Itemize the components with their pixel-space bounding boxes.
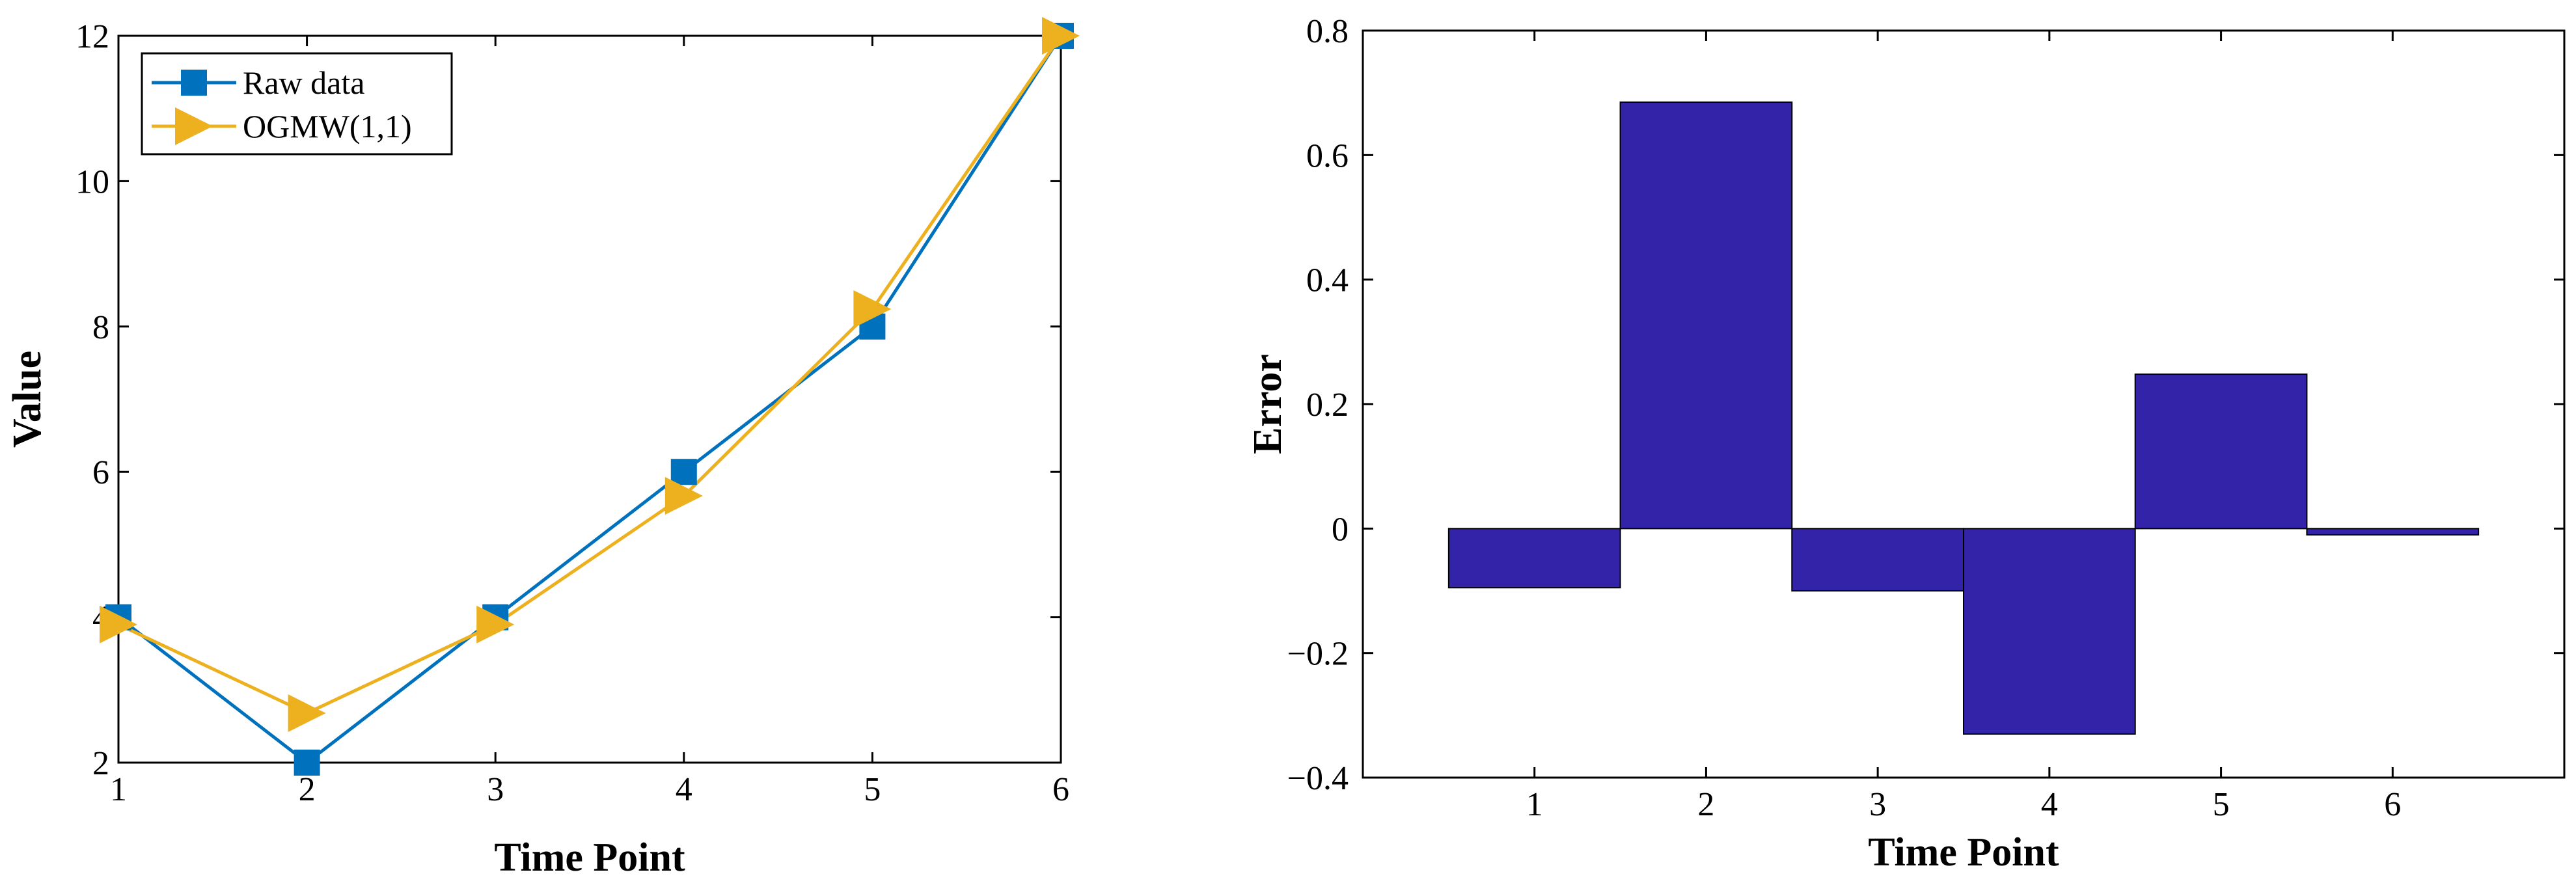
- error-bar: [1619, 102, 1793, 530]
- y-tick-label: 0.8: [1306, 13, 1349, 50]
- legend-label: OGMW(1,1): [243, 108, 412, 144]
- series-lines: [117, 34, 1063, 765]
- x-tick-label: 5: [2213, 786, 2230, 823]
- x-tick-label: 1: [110, 771, 127, 808]
- y-tick-label: 0.4: [1306, 262, 1349, 299]
- error-bar: [1791, 528, 1964, 591]
- x-tick-label: 3: [487, 771, 504, 808]
- y-tick-label: −0.2: [1287, 636, 1349, 673]
- x-tick-label: 5: [864, 771, 881, 808]
- y-tick-label: −0.4: [1287, 760, 1349, 797]
- x-tick-label: 6: [1052, 771, 1069, 808]
- legend-marker: [175, 107, 213, 145]
- x-tick-label: 2: [299, 771, 316, 808]
- x-axis-title: Time Point: [494, 835, 685, 880]
- y-tick-label: 10: [75, 163, 109, 200]
- data-point-series-2: [665, 477, 703, 515]
- x-tick-labels: 1 2 3 4 5 6: [1526, 786, 2402, 823]
- data-point-series-2: [1042, 17, 1080, 55]
- data-point-series-2: [853, 290, 892, 328]
- y-tick-label: 6: [92, 454, 109, 491]
- x-tick-label: 3: [1869, 786, 1886, 823]
- y-tick-label: 0: [1332, 511, 1349, 548]
- data-point-series-2: [476, 605, 515, 644]
- plot-area-frame: [117, 34, 1062, 764]
- legend-label: Raw data: [243, 64, 364, 101]
- data-point-series-1: [670, 459, 697, 485]
- y-tick-label: 8: [92, 309, 109, 346]
- tick-marks: [1363, 29, 2564, 779]
- error-bar: [1963, 528, 2136, 735]
- y-tick-label: 12: [75, 18, 109, 55]
- y-tick-label: 2: [92, 745, 109, 782]
- data-point-series-1: [294, 750, 320, 776]
- x-tick-label: 1: [1526, 786, 1543, 823]
- x-tick-label: 2: [1697, 786, 1714, 823]
- y-tick-labels: 24681012: [75, 18, 109, 782]
- legend-marker: [181, 70, 207, 96]
- error-bars: [1447, 102, 2480, 735]
- y-axis-title: Error: [1246, 354, 1290, 454]
- series-line-1: [117, 34, 1063, 765]
- x-tick-label: 6: [2384, 786, 2401, 823]
- y-tick-label: 0.6: [1306, 137, 1349, 174]
- data-point-series-2: [288, 694, 326, 733]
- legend: Raw data OGMW(1,1): [141, 52, 453, 156]
- x-axis-title: Time Point: [1868, 830, 2059, 875]
- error-bar: [1447, 528, 1621, 589]
- y-tick-labels: −0.4 −0.2 0 0.2 0.4 0.6 0.8: [1287, 13, 1349, 797]
- y-axis-title: Value: [5, 351, 49, 448]
- series-line-2: [117, 34, 1063, 715]
- data-point-series-2: [100, 605, 137, 644]
- x-tick-label: 4: [2041, 786, 2058, 823]
- series-markers: [100, 17, 1080, 776]
- error-bar: [2306, 528, 2480, 536]
- error-bar: [2134, 374, 2308, 530]
- x-tick-label: 4: [676, 771, 692, 808]
- x-tick-labels: 1 2 3 4 5 6: [110, 771, 1069, 808]
- legend-entries: Raw data OGMW(1,1): [152, 64, 412, 145]
- y-tick-label: 0.2: [1306, 387, 1349, 424]
